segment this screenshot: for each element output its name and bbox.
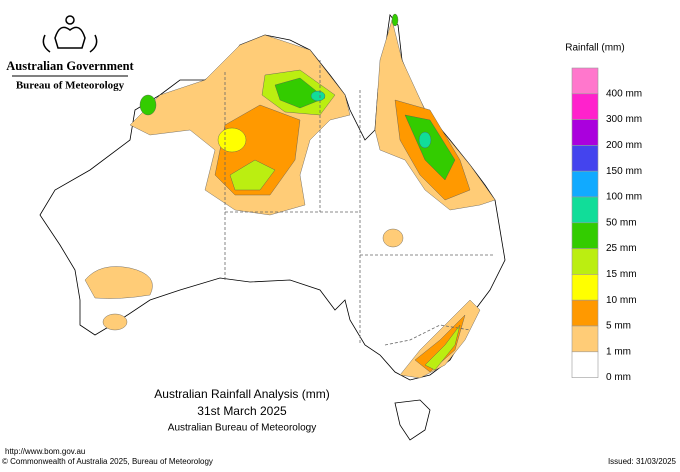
legend-swatch <box>571 93 599 120</box>
legend-swatch <box>571 299 599 327</box>
legend-label: 5 mm <box>606 321 631 332</box>
government-name: Australian Government <box>6 59 134 73</box>
legend-swatch <box>571 67 599 95</box>
legend-swatch <box>571 325 599 353</box>
legend-label: 100 mm <box>606 192 642 203</box>
map-title: Australian Rainfall Analysis (mm) <box>154 387 329 401</box>
footer-url: http://www.bom.gov.au <box>5 447 85 456</box>
legend-swatch <box>571 351 599 378</box>
legend-label: 25 mm <box>606 243 637 254</box>
legend-label: 15 mm <box>606 269 637 280</box>
state-borders <box>224 60 495 346</box>
agency-name: Bureau of Meteorology <box>16 80 125 92</box>
footer-copyright: © Commonwealth of Australia 2025, Bureau… <box>2 457 213 466</box>
legend: 400 mm 300 mm 200 mm 150 mm 100 mm 50 mm 25 mm… <box>571 67 642 383</box>
legend-swatch <box>571 119 599 146</box>
map-date: 31st March 2025 <box>197 404 287 418</box>
legend-label: 1 mm <box>606 346 631 357</box>
footer-issued: Issued: 31/03/2025 <box>608 457 677 466</box>
legend-label: 0 mm <box>606 372 631 383</box>
legend-label: 300 mm <box>606 114 642 125</box>
legend-swatch <box>571 222 599 249</box>
crest <box>42 15 98 53</box>
legend-swatch <box>571 274 599 301</box>
tasmania <box>394 399 431 441</box>
legend-label: 400 mm <box>606 88 642 99</box>
legend-swatch <box>571 248 599 275</box>
map-source: Australian Bureau of Meteorology <box>168 423 316 434</box>
legend-title: Rainfall (mm) <box>565 43 624 54</box>
legend-label: 200 mm <box>606 140 642 151</box>
rain-areas <box>84 13 496 379</box>
legend-swatch <box>571 145 599 172</box>
legend-swatch <box>571 196 599 224</box>
legend-label: 150 mm <box>606 166 642 177</box>
legend-label: 50 mm <box>606 217 637 228</box>
legend-swatch <box>571 170 599 198</box>
map <box>39 13 506 441</box>
legend-label: 10 mm <box>606 295 637 306</box>
